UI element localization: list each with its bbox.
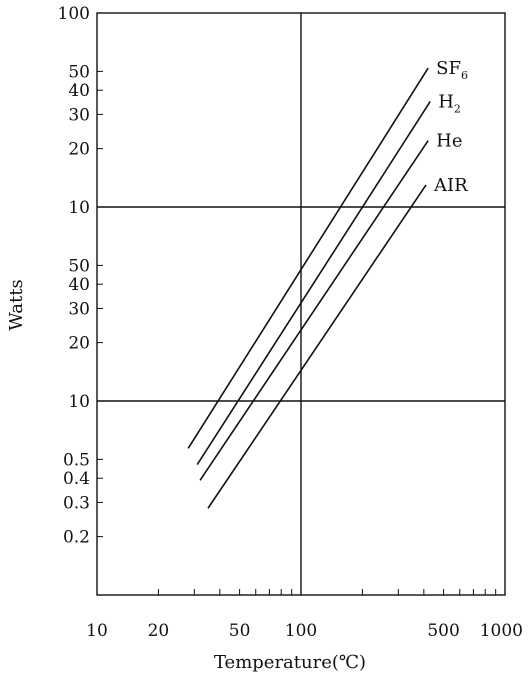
series-lines — [187, 67, 431, 509]
x-tick-labels: 10 20 50 100 500 1000 — [86, 621, 523, 641]
y-tick-label: 30 — [68, 105, 90, 125]
y-tick-label: 50 — [68, 62, 90, 82]
y-tick-label: 0.2 — [63, 528, 90, 548]
x-tick-label: 50 — [229, 621, 251, 641]
series-label-air: AIR — [433, 175, 468, 196]
series-labels: SF6 H2 He AIR — [433, 58, 468, 196]
y-tick-label: 20 — [68, 140, 90, 160]
series-label-he: He — [436, 131, 462, 152]
axis-ticks — [97, 70, 497, 595]
series-label-sf6: SF6 — [436, 58, 468, 82]
series-label-subscript: 6 — [461, 69, 468, 82]
series-label-h2: H2 — [438, 91, 461, 115]
x-tick-label: 100 — [285, 621, 317, 641]
x-axis-title: Temperature(℃) — [214, 652, 366, 673]
y-tick-label: 100 — [58, 4, 90, 24]
series-line-h2 — [196, 101, 431, 466]
y-tick-label: 10 — [68, 198, 90, 218]
series-line-air — [207, 184, 427, 509]
y-tick-label: 40 — [68, 81, 90, 101]
y-tick-label: 40 — [68, 275, 90, 295]
x-tick-label: 10 — [86, 621, 108, 641]
series-line-he — [199, 140, 429, 481]
y-tick-label: 10 — [68, 392, 90, 412]
y-tick-label: 30 — [68, 299, 90, 319]
series-line-sf6 — [187, 67, 429, 449]
y-tick-label: 0.5 — [63, 450, 90, 470]
x-tick-label: 1000 — [480, 621, 523, 641]
y-tick-label: 20 — [68, 334, 90, 354]
x-tick-label: 500 — [427, 621, 459, 641]
y-tick-label: 0.4 — [63, 469, 90, 489]
y-tick-label: 50 — [68, 256, 90, 276]
x-tick-label: 20 — [148, 621, 170, 641]
y-tick-label: 0.3 — [63, 493, 90, 513]
series-label-subscript: 2 — [454, 102, 461, 115]
y-axis-title: Watts — [6, 279, 27, 330]
